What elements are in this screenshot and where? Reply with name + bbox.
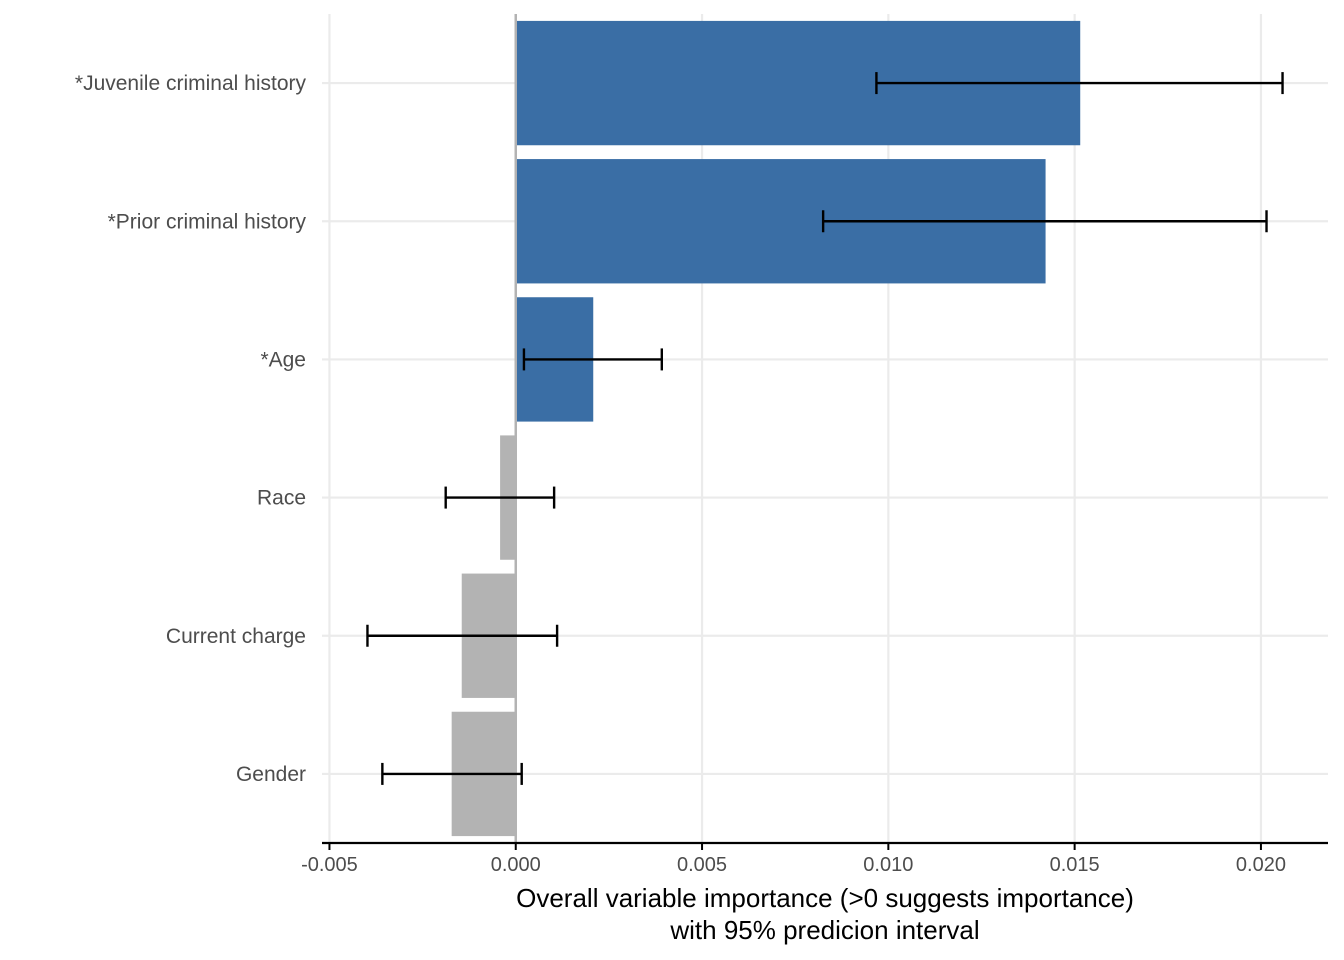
x-axis-title-line-1: Overall variable importance (>0 suggests… [516, 883, 1134, 913]
category-label: *Prior criminal history [108, 210, 307, 233]
category-labels: *Juvenile criminal history *Prior crimina… [75, 72, 307, 786]
x-tick-label: -0.005 [301, 854, 358, 876]
x-tick-label: 0.010 [863, 854, 913, 876]
x-axis-title: Overall variable importance (>0 suggests… [516, 883, 1134, 945]
category-label: Race [257, 487, 306, 510]
category-label: *Juvenile criminal history [75, 72, 307, 95]
category-label: *Age [260, 348, 306, 371]
x-tick-label: 0.000 [491, 854, 541, 876]
x-tick-label: 0.020 [1236, 854, 1286, 876]
x-tick-label: 0.015 [1050, 854, 1100, 876]
bars [451, 20, 1081, 837]
x-tick-label: 0.005 [677, 854, 727, 876]
x-axis: -0.005 0.000 0.005 0.010 0.015 0.020 [301, 841, 1328, 876]
error-bars [366, 72, 1284, 785]
x-axis-title-line-2: with 95% predicion interval [669, 915, 979, 945]
category-label: Gender [236, 763, 306, 786]
category-label: Current charge [166, 625, 306, 648]
